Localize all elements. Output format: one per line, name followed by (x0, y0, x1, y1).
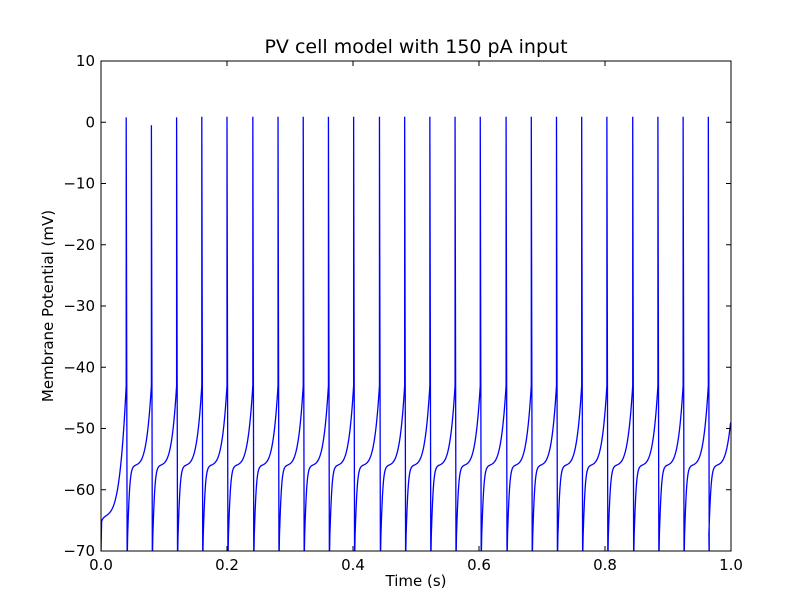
x-tick-label: 0.8 (593, 556, 617, 574)
y-tick-label: −20 (63, 236, 95, 254)
x-tick-label: 0.4 (341, 556, 365, 574)
x-tick-label: 1.0 (719, 556, 743, 574)
y-tick-label: −30 (63, 297, 95, 315)
voltage-trace (101, 116, 731, 551)
y-tick-label: −70 (63, 542, 95, 560)
x-tick-label: 0.0 (89, 556, 113, 574)
y-tick-label: −40 (63, 358, 95, 376)
y-tick-label: 10 (76, 52, 95, 70)
x-axis-label: Time (s) (385, 572, 447, 590)
chart-title: PV cell model with 150 pA input (264, 36, 567, 58)
y-tick-label: −60 (63, 481, 95, 499)
y-tick-label: −10 (63, 175, 95, 193)
y-tick-label: 0 (85, 113, 95, 131)
y-axis-label: Membrane Potential (mV) (39, 210, 57, 402)
x-tick-label: 0.6 (467, 556, 491, 574)
plot-area: 0.0 0.2 0.4 0.6 0.8 1.0 10 0 −10 −20 −30 −40 −50 −60 −… (63, 52, 743, 574)
y-tick-label: −50 (63, 420, 95, 438)
x-tick-label: 0.2 (215, 556, 239, 574)
